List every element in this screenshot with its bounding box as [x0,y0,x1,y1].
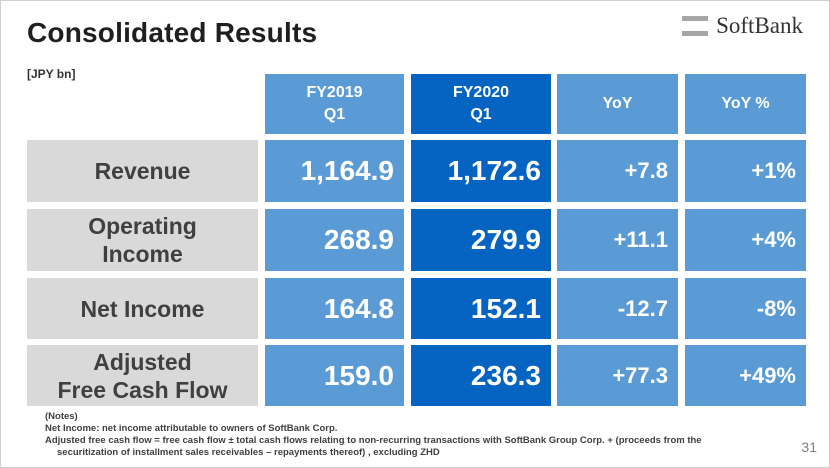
note-line: securitization of installment sales rece… [57,447,440,458]
column-header-yoy-pct: YoY % [685,74,806,134]
row-label-line: Net Income [80,295,205,322]
unit-label: [JPY bn] [27,67,76,81]
cell-adjusted-fcf-yoy-pct: +49% [685,345,806,406]
cell-adjusted-fcf-fy2019: 159.0 [265,345,404,406]
column-header-line: FY2020 [452,84,510,101]
row-label-operating-income: Operating Income [27,209,258,271]
footnotes: (Notes) Net Income: net income attributa… [45,411,785,459]
cell-revenue-yoy-pct: +1% [685,140,806,202]
cell-net-income-fy2020: 152.1 [411,278,551,339]
row-label-line: Revenue [94,158,191,184]
row-label-line: Income [102,241,183,267]
row-label-line: Free Cash Flow [57,376,228,403]
column-header-line: Q1 [470,106,492,123]
column-header-fy2019-q1: FY2019 Q1 [265,74,404,134]
cell-net-income-yoy: -12.7 [557,278,678,339]
row-label-adjusted-free-cash-flow: Adjusted Free Cash Flow [27,345,258,406]
row-label-revenue: Revenue [27,140,258,202]
cell-revenue-yoy: +7.8 [557,140,678,202]
cell-adjusted-fcf-fy2020: 236.3 [411,345,551,406]
softbank-logo-mark-icon [682,16,709,36]
column-header-line: FY2019 [306,84,363,101]
note-line: Net Income: net income attributable to o… [45,423,338,434]
softbank-logo: SoftBank [682,13,803,39]
cell-adjusted-fcf-yoy: +77.3 [557,345,678,406]
cell-operating-income-fy2020: 279.9 [411,209,551,271]
cell-revenue-fy2020: 1,172.6 [411,140,551,202]
row-label-line: Adjusted [93,348,192,375]
notes-heading: (Notes) [45,411,78,422]
column-header-fy2020-q1: FY2020 Q1 [411,74,551,134]
cell-operating-income-yoy-pct: +4% [685,209,806,271]
page-title: Consolidated Results [27,17,318,48]
cell-net-income-fy2019: 164.8 [265,278,404,339]
row-label-line: Operating [88,213,197,239]
column-header-line: Q1 [323,106,346,123]
page-number: 31 [801,439,817,455]
logo-text: SoftBank [716,13,803,38]
cell-operating-income-yoy: +11.1 [557,209,678,271]
cell-revenue-fy2019: 1,164.9 [265,140,404,202]
cell-operating-income-fy2019: 268.9 [265,209,404,271]
column-header-yoy: YoY [557,74,678,134]
row-label-net-income: Net Income [27,278,258,339]
note-line: Adjusted free cash flow = free cash flow… [45,435,702,446]
cell-net-income-yoy-pct: -8% [685,278,806,339]
